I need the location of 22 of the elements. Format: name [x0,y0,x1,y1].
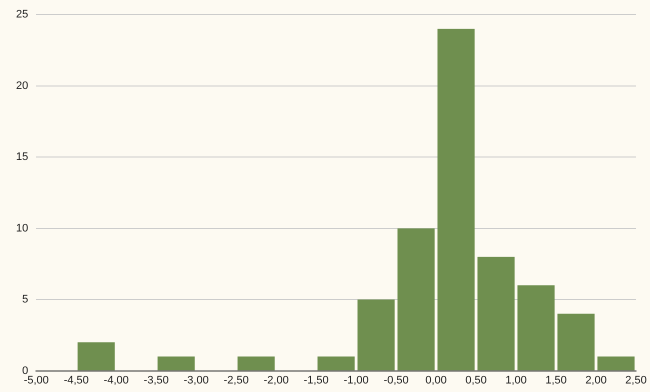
x-tick-label: 1,00 [505,374,527,386]
x-tick-label: 0,50 [465,374,487,386]
x-tick-label: 1,50 [545,374,567,386]
y-tick-label: 15 [16,151,28,164]
x-tick-label: -3,50 [144,374,169,386]
y-tick-label: 5 [22,294,28,306]
x-tick-label: 2,50 [625,374,647,386]
x-tick-label: -4,50 [64,374,89,386]
x-tick-label: 0,00 [425,374,447,386]
y-tick-label: 25 [16,8,28,21]
y-tick-label: 10 [16,222,28,234]
y-tick-label: 0 [22,364,28,377]
x-tick-label: -0,50 [384,374,409,386]
x-tick-label: -5,00 [24,374,49,386]
x-tick-label: -1,50 [304,374,329,386]
x-tick-label: -4,00 [104,374,129,386]
x-tick-label: -1,00 [344,374,369,386]
x-tick-label: -3,00 [184,374,209,386]
x-tick-label: -2,50 [224,374,249,386]
x-tick-label: -2,00 [264,374,289,386]
y-tick-label: 20 [16,80,28,92]
x-tick-label: 2,00 [585,374,607,386]
